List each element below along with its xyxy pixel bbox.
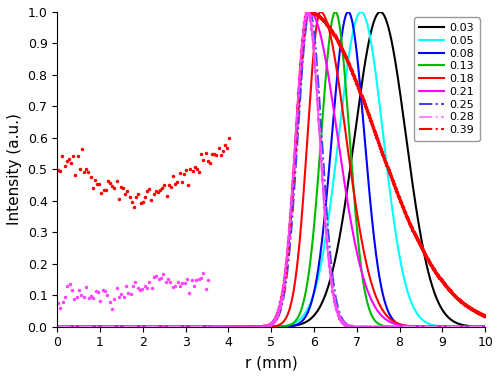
Y-axis label: Intensity (a.u.): Intensity (a.u.) xyxy=(7,113,22,225)
Legend: 0.03, 0.05, 0.08, 0.13, 0.18, 0.21, 0.25, 0.28, 0.39: 0.03, 0.05, 0.08, 0.13, 0.18, 0.21, 0.25… xyxy=(414,17,480,141)
X-axis label: r (mm): r (mm) xyxy=(245,355,298,370)
